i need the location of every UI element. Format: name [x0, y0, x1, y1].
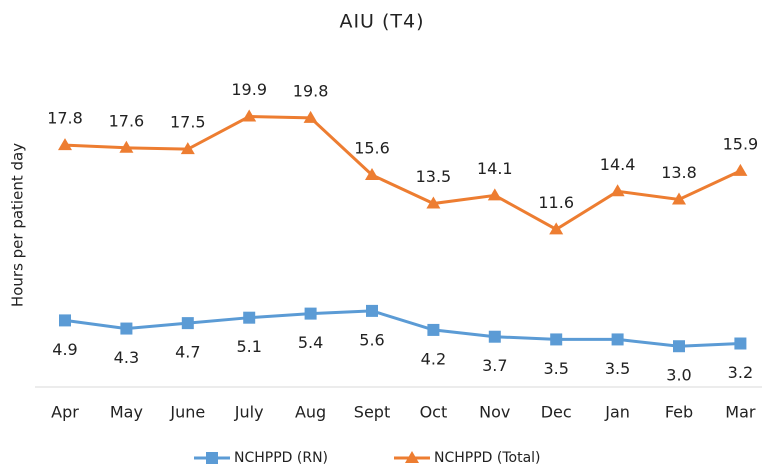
data-label: 5.1 [236, 337, 261, 356]
legend-marker [405, 451, 419, 463]
x-tick-label: June [169, 403, 205, 422]
data-label: 17.6 [109, 111, 145, 130]
series-line [64, 115, 742, 232]
data-label: 5.6 [359, 330, 384, 349]
data-label: 3.2 [728, 363, 753, 382]
data-label: 17.5 [170, 113, 206, 132]
data-label: 3.5 [605, 359, 630, 378]
legend-label: NCHPPD (Total) [434, 450, 541, 466]
data-point [120, 322, 133, 335]
data-point [59, 314, 71, 327]
data-label: 15.6 [354, 138, 390, 157]
data-point [119, 140, 134, 153]
series-line [64, 309, 741, 348]
data-point [58, 138, 72, 151]
chart-title: AIU (T4) [339, 11, 424, 33]
data-point [549, 222, 564, 235]
x-tick-label: Apr [51, 403, 79, 422]
x-tick-label: Oct [420, 403, 448, 422]
x-tick-label: Dec [541, 403, 572, 422]
data-label: 13.8 [661, 163, 697, 182]
data-label: 13.5 [416, 167, 452, 186]
data-label: 4.7 [175, 343, 200, 362]
data-point [242, 109, 257, 122]
data-point [426, 196, 441, 209]
data-label: 17.8 [47, 109, 83, 128]
data-point [181, 317, 194, 330]
data-point [304, 307, 317, 320]
data-label: 3.7 [482, 356, 507, 375]
x-tick-label: Mar [725, 403, 756, 422]
x-tick-label: Feb [665, 403, 693, 422]
x-tick-label: Jan [604, 403, 630, 422]
data-label: 14.4 [600, 155, 636, 174]
data-label: 4.9 [52, 340, 77, 359]
data-label: 15.9 [723, 134, 759, 153]
data-point [488, 330, 501, 343]
data-point [243, 311, 256, 324]
x-tick-label: May [110, 403, 143, 422]
data-label: 14.1 [477, 159, 513, 178]
data-label: 3.0 [666, 366, 691, 385]
data-point [672, 192, 686, 205]
y-axis-label: Hours per patient day [9, 143, 27, 307]
data-point [610, 184, 625, 197]
x-tick-label: July [234, 403, 264, 422]
x-tick-label: Nov [479, 403, 510, 422]
data-point [365, 167, 379, 180]
data-point [303, 110, 318, 123]
data-label: 19.8 [293, 81, 329, 100]
data-point [366, 304, 378, 317]
data-point [487, 188, 502, 201]
data-label: 4.3 [114, 348, 139, 367]
data-label: 11.6 [538, 193, 574, 212]
data-label: 5.4 [298, 333, 323, 352]
data-point [734, 337, 747, 350]
data-label: 19.9 [231, 80, 267, 99]
legend-label: NCHPPD (RN) [234, 450, 328, 466]
data-point [733, 163, 748, 176]
data-point [427, 323, 440, 336]
x-tick-label: Aug [295, 403, 326, 422]
data-point [673, 340, 685, 353]
x-tick-label: Sept [354, 403, 390, 422]
data-label: 3.5 [543, 359, 568, 378]
data-point [611, 333, 624, 346]
data-label: 4.2 [421, 349, 446, 368]
data-point [180, 142, 195, 155]
data-point [550, 333, 563, 346]
legend-marker [206, 452, 218, 464]
